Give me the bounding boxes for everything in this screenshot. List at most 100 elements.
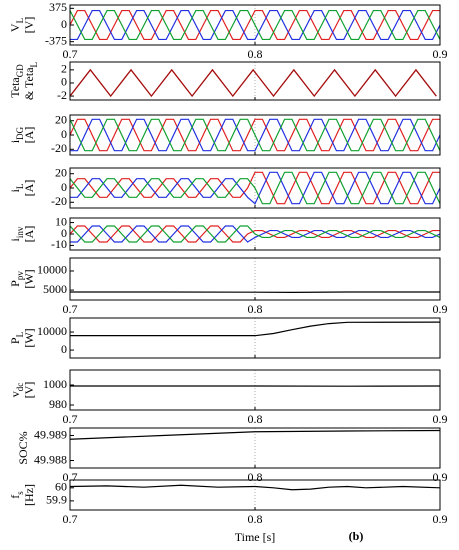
plot-area — [70, 429, 440, 440]
y-axis-label: SOC% — [16, 431, 30, 464]
y-axis-label: TetaGD — [8, 64, 25, 98]
y-tick-label: 5000 — [43, 282, 67, 296]
series-line — [70, 9, 440, 41]
y-tick-label: 0 — [61, 180, 67, 194]
y-axis-label-part: [A] — [22, 226, 36, 243]
axes-frame — [69, 427, 441, 469]
plot-area — [70, 171, 440, 205]
plot-area — [70, 321, 440, 337]
y-tick-label: 1000 — [43, 377, 67, 391]
y-axis-label: [W] — [22, 269, 36, 288]
y-axis-label-part: [V] — [22, 17, 36, 34]
series-line — [70, 68, 437, 98]
y-axis-label-part: & Teta — [22, 67, 36, 100]
y-tick-label: -20 — [51, 141, 67, 155]
y-axis-label: iDG — [8, 126, 25, 143]
y-axis-label-part: L — [15, 18, 25, 24]
y-axis-label-part: [W] — [22, 328, 36, 347]
series-line — [70, 321, 440, 337]
y-axis-label-part: L — [15, 184, 25, 190]
y-axis-label: [A] — [22, 127, 36, 144]
series-line — [70, 9, 440, 41]
y-tick-label: 60 — [55, 480, 67, 494]
series-line — [70, 171, 440, 205]
y-tick-label: 20 — [55, 112, 67, 126]
y-axis-label: [A] — [22, 180, 36, 197]
y-axis-label-part: [W] — [22, 269, 36, 288]
y-tick-label: -20 — [51, 194, 67, 208]
y-tick-label: 980 — [49, 397, 67, 411]
series-line — [70, 118, 440, 152]
y-axis-label: VL — [8, 18, 25, 32]
axes-frame — [69, 317, 441, 359]
y-axis-label-part: [A] — [22, 180, 36, 197]
y-tick-label: 0 — [61, 17, 67, 31]
y-axis-label-part: GD — [15, 64, 25, 77]
axes-frame — [69, 4, 441, 46]
plot-area — [70, 118, 440, 152]
x-axis-label: Time [s] — [235, 530, 276, 544]
y-axis-label-part: [A] — [22, 127, 36, 144]
x-tick-label: 0.8 — [248, 47, 263, 61]
plot-area — [70, 68, 437, 98]
x-tick-label: 0.7 — [63, 302, 78, 316]
y-axis-label-part: DG — [15, 126, 25, 139]
y-tick-label: -2 — [57, 88, 67, 102]
plot-area — [70, 484, 440, 491]
series-line — [70, 429, 440, 440]
y-axis-label-part: [V] — [22, 382, 36, 399]
y-tick-label: 0 — [61, 342, 67, 356]
series-line — [70, 9, 440, 41]
series-line — [70, 225, 440, 243]
y-axis-label: Ppv — [8, 271, 25, 287]
y-axis-label: iL — [8, 184, 25, 193]
y-axis-label-part: s — [15, 491, 25, 495]
x-tick-label: 0.9 — [433, 412, 448, 426]
y-tick-label: 59.9 — [46, 493, 67, 507]
y-tick-label: 0 — [61, 75, 67, 89]
y-axis-label-part: v — [8, 391, 22, 397]
y-axis-label-part: pv — [15, 271, 25, 281]
y-axis-label-part: f — [8, 495, 22, 499]
y-axis-label-part: [Hz] — [22, 484, 36, 506]
x-tick-label: 0.8 — [248, 302, 263, 316]
x-tick-label: 0.9 — [433, 512, 448, 526]
y-tick-label: 10000 — [37, 324, 67, 338]
y-tick-label: 375 — [49, 0, 67, 14]
y-axis-label-part: i — [8, 139, 22, 143]
y-axis-label: iinv — [8, 226, 25, 241]
y-axis-label-part: P — [8, 280, 22, 287]
y-axis-label: [V] — [22, 382, 36, 399]
series-line — [70, 171, 440, 205]
series-line — [70, 118, 440, 152]
axes-frame — [69, 479, 441, 511]
y-axis-label-part: V — [8, 23, 22, 32]
axes-frame — [69, 369, 441, 411]
series-line — [70, 68, 437, 98]
y-tick-label: 20 — [55, 165, 67, 179]
x-tick-label: 0.7 — [63, 47, 78, 61]
panel-caption: (b) — [349, 529, 364, 543]
y-tick-label: -375 — [45, 33, 67, 47]
axes-frame — [69, 167, 441, 209]
y-tick-label: 49.988 — [34, 452, 67, 466]
y-tick-label: 0 — [61, 127, 67, 141]
series-line — [70, 118, 440, 152]
y-axis-label-part: dc — [15, 383, 25, 392]
y-axis-label: [A] — [22, 226, 36, 243]
y-axis-label: fs — [8, 491, 25, 499]
series-line — [70, 225, 440, 243]
series-line — [70, 484, 440, 491]
y-tick-label: -10 — [51, 237, 67, 251]
y-axis-label-part: P — [8, 337, 22, 344]
y-tick-label: 2 — [61, 62, 67, 76]
axes-frame — [69, 257, 441, 301]
series-line — [70, 225, 440, 243]
y-axis-label-part: Teta — [8, 77, 22, 98]
x-tick-label: 0.8 — [248, 412, 263, 426]
plot-area — [70, 225, 440, 243]
y-axis-label: [Hz] — [22, 484, 36, 506]
x-tick-label: 0.9 — [433, 47, 448, 61]
y-axis-label-part: L — [15, 332, 25, 338]
